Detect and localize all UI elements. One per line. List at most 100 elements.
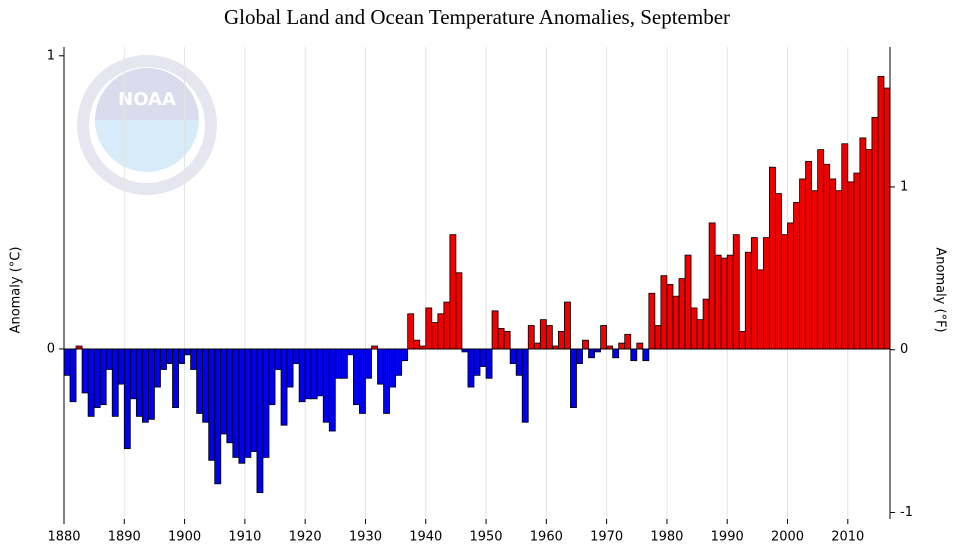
bar — [835, 190, 843, 350]
x-tick-label: 2000 — [771, 530, 804, 545]
bar — [340, 348, 348, 379]
watermark-logo: NOAA — [77, 55, 217, 195]
bar — [111, 348, 119, 417]
bar — [99, 348, 107, 406]
bar — [141, 348, 149, 423]
bar — [877, 75, 885, 350]
bar — [328, 348, 336, 432]
bar — [793, 201, 800, 350]
x-tick-label: 1990 — [711, 530, 744, 545]
bar — [756, 269, 764, 350]
bar — [720, 257, 728, 350]
y2-tick-label: 1 — [900, 179, 908, 194]
bar — [672, 295, 680, 350]
bar — [799, 178, 806, 350]
bar — [359, 348, 366, 414]
bar — [407, 313, 415, 350]
chart-title: Global Land and Ocean Temperature Anomal… — [224, 5, 730, 29]
bar — [220, 348, 228, 435]
bar — [226, 348, 234, 444]
bar — [401, 348, 409, 362]
bar — [829, 178, 837, 350]
bar — [129, 348, 137, 400]
bar — [455, 272, 463, 350]
bar — [521, 348, 529, 423]
bar — [268, 348, 276, 406]
bar — [250, 348, 258, 452]
bar — [515, 348, 523, 376]
bar — [232, 348, 240, 458]
bar — [365, 348, 372, 379]
bar — [467, 348, 475, 388]
bar — [196, 348, 204, 414]
bar — [708, 222, 716, 350]
bar — [81, 348, 89, 394]
bar — [570, 348, 577, 408]
bar — [377, 348, 384, 385]
bar — [244, 348, 252, 458]
bar — [841, 143, 849, 350]
x-tick-label: 1910 — [228, 530, 261, 545]
y2-tick-label: -1 — [900, 505, 913, 520]
x-tick-label: 1930 — [349, 530, 382, 545]
bar — [178, 348, 185, 365]
bar — [172, 348, 179, 408]
bar — [413, 339, 421, 350]
bar — [781, 234, 788, 350]
bar — [769, 166, 776, 350]
bar — [726, 254, 734, 350]
bar — [642, 348, 650, 362]
y-tick-label: 0 — [47, 341, 55, 356]
x-tick-label: 1920 — [289, 530, 322, 545]
bar — [600, 325, 608, 350]
bar — [238, 348, 246, 464]
watermark-text: NOAA — [118, 89, 176, 110]
bar — [479, 348, 487, 367]
x-tick-label: 2010 — [831, 530, 864, 545]
bar — [383, 348, 390, 414]
bar — [678, 278, 686, 350]
bar — [292, 348, 300, 365]
bar — [787, 222, 794, 350]
bar — [509, 348, 517, 365]
bar — [618, 342, 626, 350]
bar — [865, 149, 873, 350]
bar — [660, 275, 668, 350]
bar — [280, 348, 288, 426]
bar — [443, 301, 451, 350]
bar — [859, 137, 867, 350]
bar — [823, 163, 831, 350]
bar — [588, 348, 595, 359]
bar — [696, 319, 704, 350]
bar — [93, 348, 101, 408]
logo-bottom — [95, 120, 199, 172]
bar — [449, 234, 457, 350]
bar — [256, 348, 264, 494]
bar — [117, 348, 125, 385]
x-tick-label: 1950 — [469, 530, 502, 545]
bar — [533, 342, 541, 350]
x-tick-label: 1980 — [650, 530, 683, 545]
bar — [298, 348, 306, 403]
bar — [702, 298, 710, 350]
bar — [557, 330, 565, 350]
x-tick-label: 1880 — [47, 530, 80, 545]
bar — [817, 149, 825, 350]
bar — [437, 313, 445, 350]
bar — [202, 348, 210, 423]
bar — [545, 325, 553, 350]
bar — [353, 348, 360, 406]
bar — [491, 310, 499, 350]
bar — [262, 348, 270, 458]
bar — [316, 348, 324, 397]
bar — [87, 348, 95, 417]
bar — [853, 172, 861, 350]
bar — [346, 348, 354, 356]
bar — [750, 237, 758, 350]
bar — [847, 181, 855, 350]
bar — [811, 190, 819, 350]
bar — [105, 348, 113, 370]
x-tick-label: 1890 — [108, 530, 141, 545]
bar — [690, 307, 698, 350]
